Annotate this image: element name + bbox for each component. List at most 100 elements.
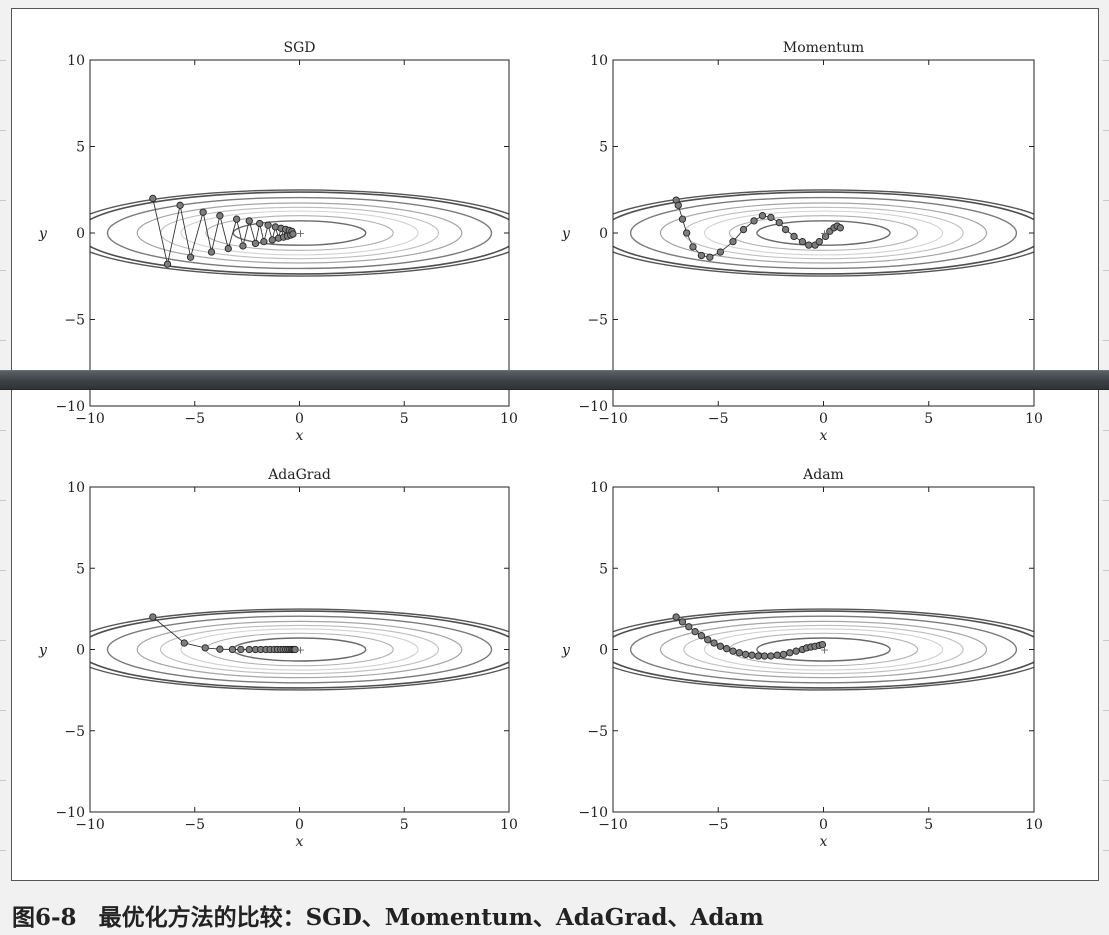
x-tick-label: 0 — [819, 817, 828, 833]
x-tick-label: −5 — [184, 817, 205, 833]
x-tick-label: 5 — [400, 817, 409, 833]
contour-line — [703, 210, 944, 256]
data-point — [836, 224, 844, 232]
x-tick-label: −10 — [598, 817, 628, 833]
x-tick-label: −10 — [75, 817, 105, 833]
contour-group: + — [613, 189, 1034, 277]
data-point — [818, 640, 827, 649]
y-tick-label: 10 — [67, 480, 85, 496]
y-tick-label: 10 — [590, 480, 608, 496]
page-margin-tick — [0, 710, 6, 711]
data-point — [216, 212, 224, 220]
page-margin-tick — [0, 640, 6, 641]
data-point — [207, 248, 216, 256]
contour-line — [613, 610, 1034, 689]
contour-line — [136, 620, 463, 679]
page-margin-tick — [0, 60, 6, 61]
data-point — [176, 201, 184, 209]
x-tick-label: 0 — [819, 411, 828, 427]
x-axis-label: x — [296, 428, 304, 444]
contour-line — [180, 628, 419, 671]
data-point — [739, 225, 748, 234]
y-tick-label: 10 — [67, 53, 85, 69]
contour-line — [136, 202, 463, 264]
viewer-divider-bar[interactable] — [0, 370, 1109, 390]
data-point — [251, 239, 260, 248]
page-margin-tick — [1103, 200, 1109, 201]
data-point — [716, 642, 725, 650]
y-tick-label: −5 — [587, 313, 608, 329]
data-point — [186, 253, 195, 261]
data-point — [758, 212, 767, 220]
x-tick-label: 0 — [295, 817, 304, 833]
data-point — [779, 650, 788, 659]
x-tick-label: 10 — [500, 817, 518, 833]
data-point — [767, 213, 775, 222]
data-point — [149, 613, 157, 621]
subplot-title: SGD — [284, 40, 316, 56]
x-axis-label: x — [296, 834, 304, 850]
page-margin-tick — [0, 340, 6, 341]
data-point — [697, 632, 706, 640]
data-point — [674, 201, 682, 209]
data-point — [798, 237, 807, 246]
data-point — [256, 219, 264, 228]
contour-line — [205, 215, 394, 251]
data-point — [760, 652, 769, 660]
data-point — [683, 229, 691, 237]
contour-line — [159, 624, 440, 675]
y-tick-label: 5 — [76, 561, 85, 577]
contour-group: + — [90, 608, 509, 691]
figure-number: 图6-8 — [12, 904, 77, 931]
y-axis-label: y — [561, 226, 571, 242]
contour-line — [90, 610, 509, 689]
subplot-title: Adam — [802, 467, 844, 483]
page-margin-tick — [1103, 780, 1109, 781]
minimum-marker: + — [820, 644, 829, 657]
data-point — [228, 645, 237, 654]
page-margin-tick — [0, 130, 6, 131]
contour-line — [659, 202, 988, 264]
data-point — [678, 618, 687, 626]
data-point — [260, 237, 268, 246]
y-tick-label: −10 — [578, 805, 608, 821]
x-tick-label: −10 — [598, 411, 628, 427]
contour-line — [613, 191, 1034, 275]
data-point — [672, 613, 680, 621]
contour-group: + — [90, 189, 509, 277]
data-point — [163, 260, 172, 268]
x-tick-label: −5 — [708, 411, 729, 427]
page-margin-tick — [1103, 570, 1109, 571]
data-point — [786, 649, 794, 657]
figure-caption-text: 最优化方法的比较：SGD、Momentum、AdaGrad、Adam — [98, 904, 764, 931]
contour-line — [659, 620, 988, 679]
data-point — [767, 652, 775, 660]
data-point — [291, 645, 299, 654]
figure-caption: 图6-8 最优化方法的比较：SGD、Momentum、AdaGrad、Adam — [12, 898, 764, 932]
data-point — [245, 217, 253, 225]
data-point — [224, 244, 232, 253]
y-tick-label: 0 — [599, 226, 608, 242]
page-margin-tick — [1103, 430, 1109, 431]
x-tick-label: 0 — [295, 411, 304, 427]
subplot-title: AdaGrad — [267, 467, 331, 483]
data-point — [180, 639, 188, 647]
data-point — [710, 639, 718, 647]
data-point — [678, 215, 687, 223]
minimum-marker: + — [820, 227, 829, 240]
data-point — [792, 647, 800, 655]
contour-line — [613, 608, 1034, 691]
y-tick-label: 10 — [590, 53, 608, 69]
data-point — [773, 651, 781, 659]
subplot-0: + −10−10 −5 −5 0 0 5 5 10 10 SGD x y — [38, 40, 518, 444]
x-tick-label: −10 — [75, 411, 105, 427]
page-margin-tick — [0, 500, 6, 501]
contour-line — [756, 220, 891, 246]
data-point — [750, 217, 758, 225]
data-point — [232, 215, 241, 223]
data-point — [199, 208, 207, 216]
data-point — [264, 221, 272, 229]
x-tick-label: −5 — [184, 411, 205, 427]
page-margin-tick — [1103, 710, 1109, 711]
data-point — [691, 627, 699, 636]
